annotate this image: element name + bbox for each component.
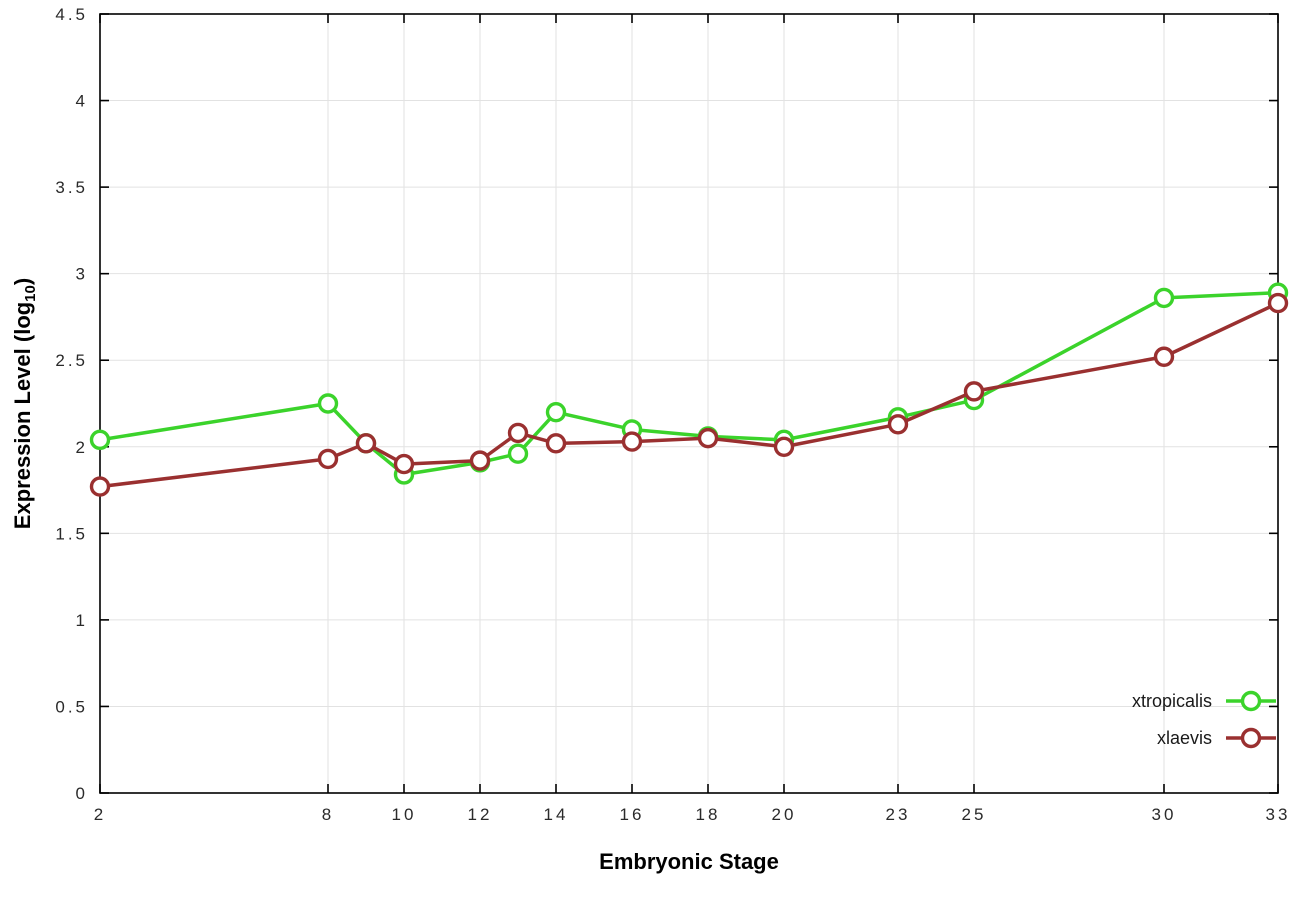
series-marker-xlaevis	[545, 433, 567, 454]
x-tick-label: 20	[772, 805, 797, 824]
x-tick-label: 2	[94, 805, 106, 824]
legend-marker-xlaevis	[1240, 727, 1262, 749]
series-marker-xlaevis	[697, 427, 719, 449]
x-tick-label: 33	[1266, 805, 1291, 824]
series-marker-xtropicalis	[317, 393, 339, 414]
series-marker-xlaevis	[469, 450, 491, 471]
y-tick-label: 1	[76, 611, 88, 630]
series-marker-xlaevis	[355, 433, 377, 454]
legend-marker-xtropicalis	[1240, 690, 1262, 712]
y-tick-label: 1.5	[55, 524, 88, 543]
y-tick-label: 3.5	[55, 178, 88, 197]
x-tick-label: 25	[962, 805, 987, 824]
series-marker-xlaevis	[963, 381, 985, 402]
series-marker-xlaevis	[1267, 292, 1289, 314]
y-tick-label: 3	[76, 265, 88, 284]
series-marker-xlaevis	[393, 453, 415, 475]
x-tick-label: 23	[886, 805, 911, 824]
y-tick-label: 2	[76, 438, 88, 457]
y-tick-label: 2.5	[55, 351, 88, 370]
series-marker-xtropicalis	[1153, 287, 1175, 309]
x-tick-label: 30	[1152, 805, 1177, 824]
series-marker-xtropicalis	[545, 401, 567, 423]
series-marker-xlaevis	[621, 431, 643, 452]
series-marker-xlaevis	[773, 436, 795, 457]
legend-label-xtropicalis: xtropicalis	[1132, 691, 1212, 711]
series-marker-xlaevis	[887, 414, 909, 435]
x-tick-label: 16	[620, 805, 645, 824]
y-tick-label: 4	[76, 92, 88, 111]
legend-label-xlaevis: xlaevis	[1157, 728, 1212, 748]
y-tick-label: 4.5	[55, 5, 88, 24]
x-tick-label: 10	[392, 805, 417, 824]
series-marker-xlaevis	[1153, 346, 1175, 367]
x-axis-label: Embryonic Stage	[599, 849, 779, 874]
plot-border	[99, 13, 1279, 794]
series-marker-xtropicalis	[89, 429, 111, 451]
x-tick-label: 18	[696, 805, 721, 824]
y-tick-label: 0.5	[55, 697, 88, 716]
y-tick-label: 0	[76, 784, 88, 803]
series-marker-xtropicalis	[507, 443, 529, 464]
y-axis-label: Expression Level (log10)	[10, 278, 39, 529]
series-marker-xlaevis	[317, 448, 339, 470]
series-marker-xlaevis	[507, 422, 529, 444]
x-tick-label: 8	[322, 805, 334, 824]
x-tick-label: 12	[468, 805, 493, 824]
series-marker-xlaevis	[89, 476, 111, 497]
x-tick-label: 14	[544, 805, 569, 824]
